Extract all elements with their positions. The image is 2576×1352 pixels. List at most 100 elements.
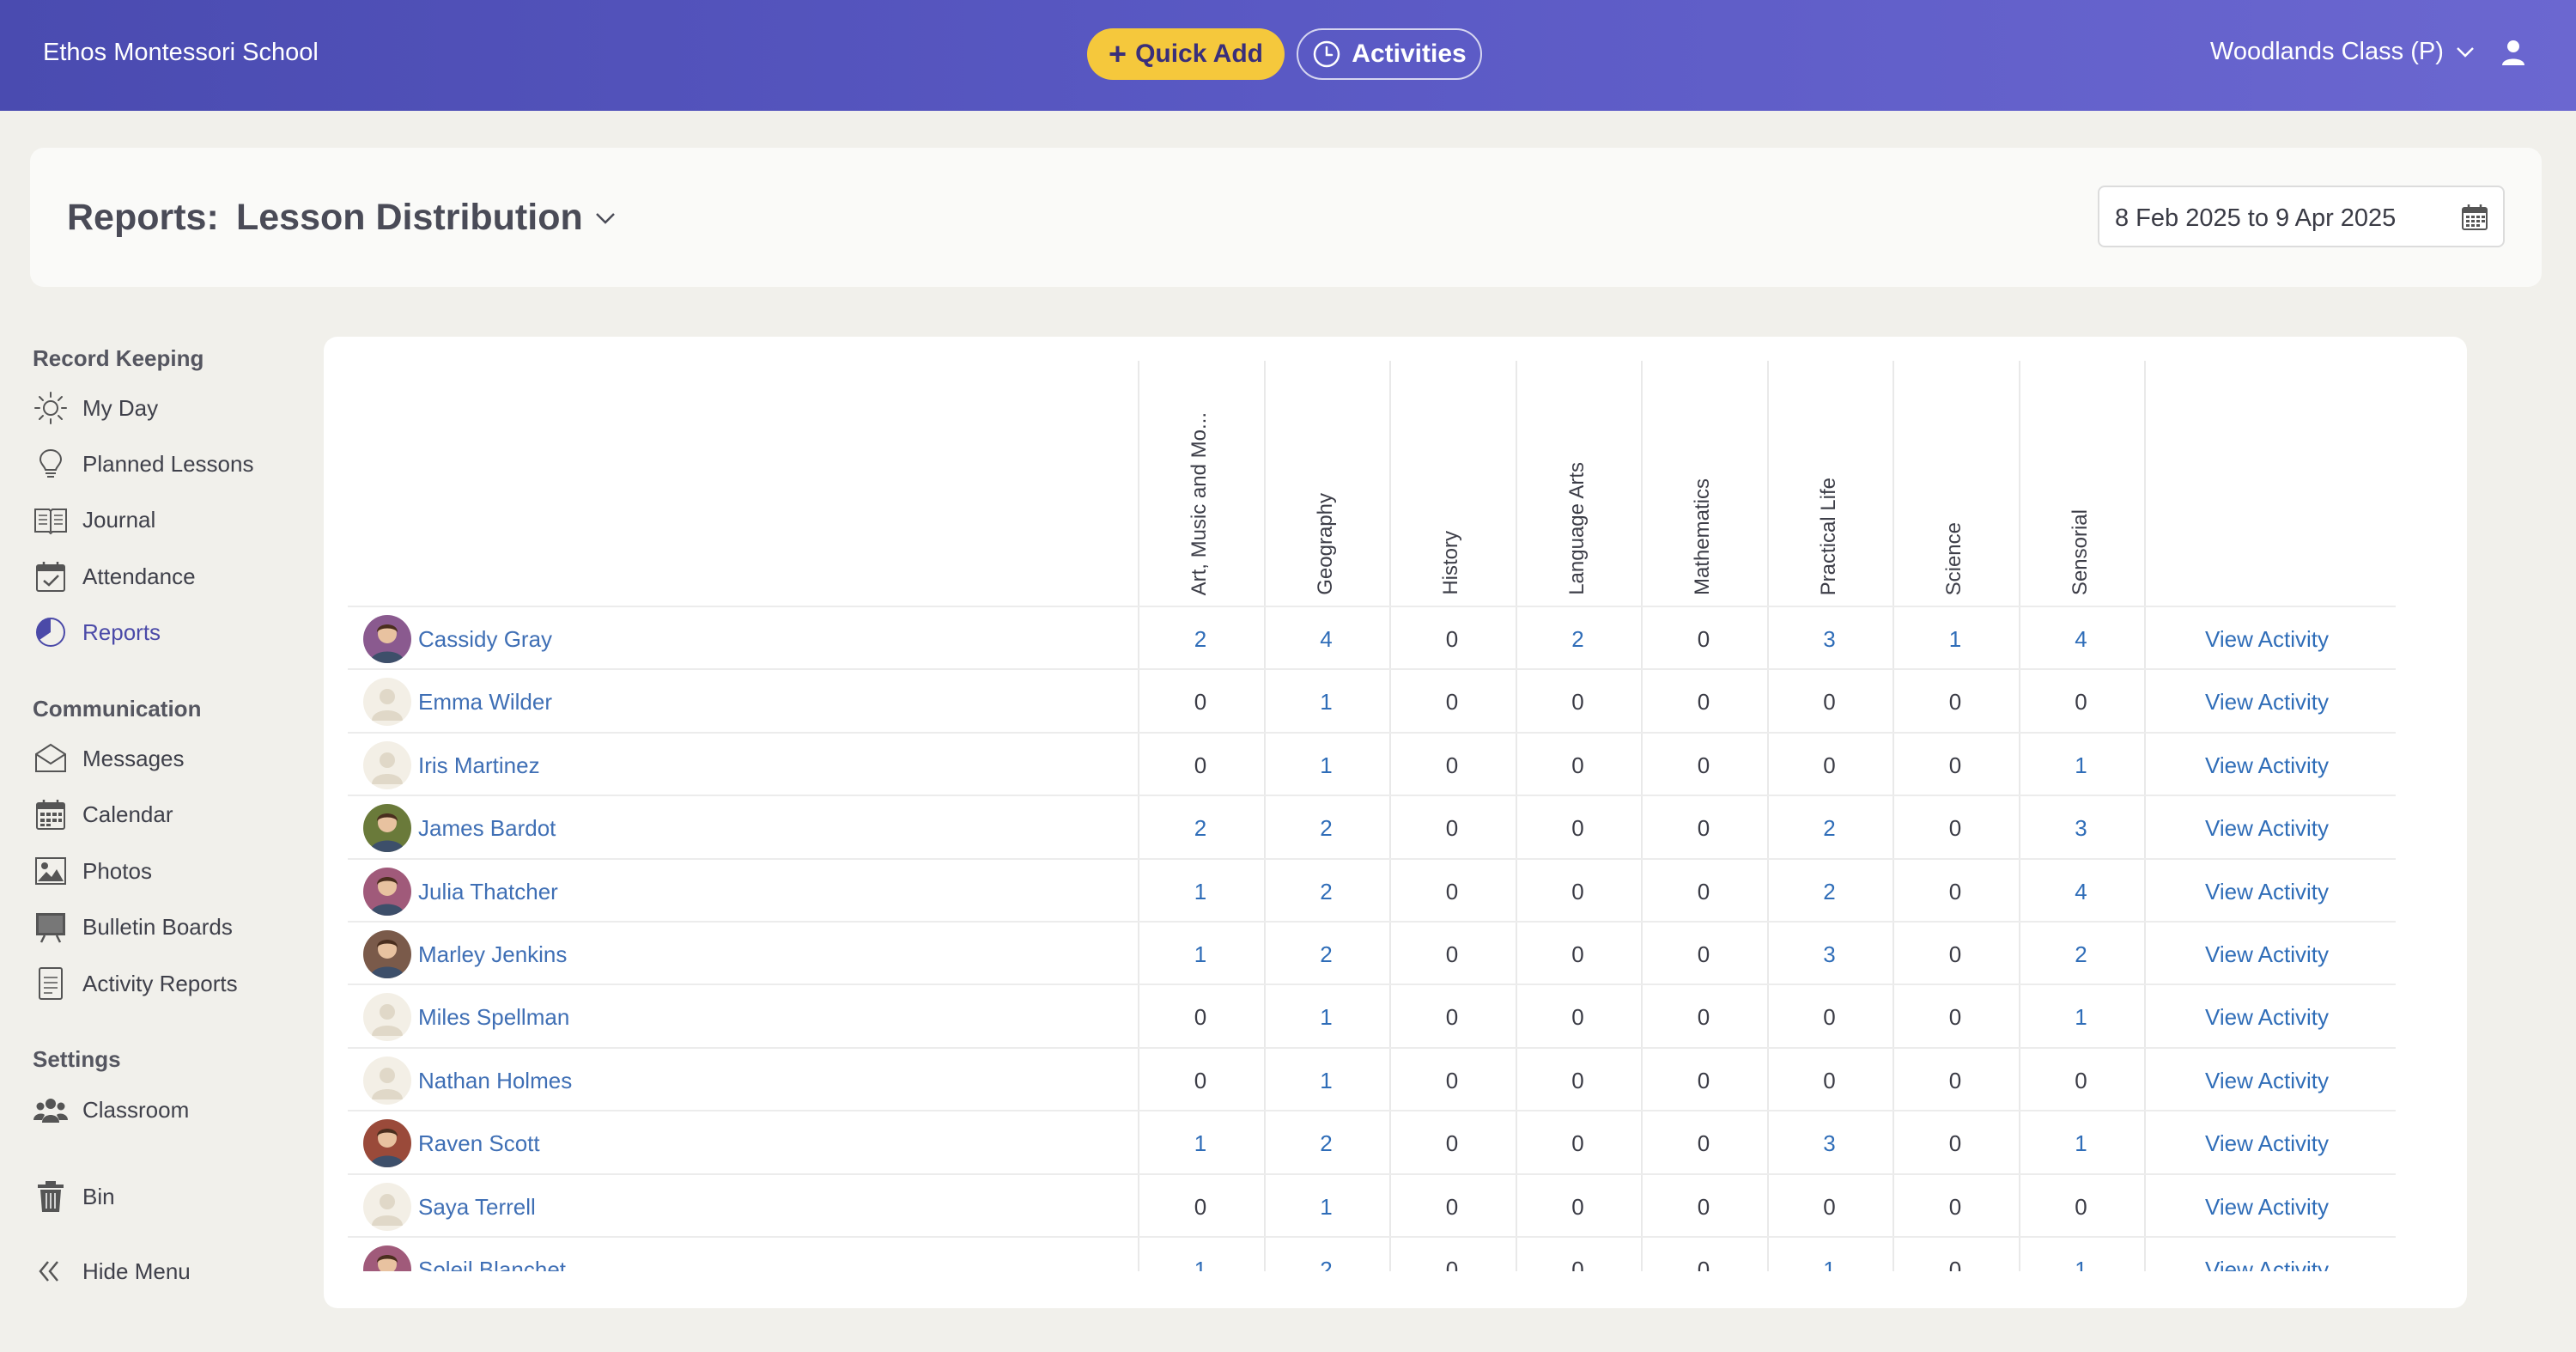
student-name-link[interactable]: Miles Spellman (418, 1004, 570, 1031)
sidebar-item-bulletin-boards[interactable]: Bulletin Boards (33, 905, 290, 948)
lesson-count-cell: 0 (2075, 1067, 2087, 1093)
lesson-count-cell[interactable]: 2 (1823, 878, 1836, 904)
student-name-link[interactable]: James Bardot (418, 815, 556, 842)
view-activity-link[interactable]: View Activity (2204, 689, 2329, 716)
report-type-selector[interactable]: Lesson Distribution (236, 197, 616, 239)
column-header: Sensorial (2019, 361, 2144, 606)
lesson-count-cell[interactable]: 2 (1320, 941, 1333, 967)
lesson-count-cell: 0 (1445, 1193, 1459, 1220)
view-activity-link[interactable]: View Activity (2204, 1004, 2329, 1031)
table-row: Raven Scott 1 2 0 0 0 3 0 1 View Activity (348, 1110, 2396, 1172)
lesson-count-cell[interactable]: 2 (2075, 941, 2087, 967)
lesson-count-cell[interactable]: 1 (2075, 1130, 2087, 1157)
sidebar-item-photos[interactable]: Photos (33, 850, 290, 892)
lesson-count-cell[interactable]: 2 (1320, 878, 1333, 904)
view-activity-link[interactable]: View Activity (2204, 1193, 2329, 1220)
class-selector[interactable]: Woodlands Class (P) (2210, 38, 2475, 66)
lesson-count-cell[interactable]: 3 (1823, 1130, 1836, 1157)
sidebar-item-label: Classroom (82, 1096, 190, 1123)
sidebar-item-attendance[interactable]: Attendance (33, 555, 290, 598)
lesson-count-cell[interactable]: 1 (2075, 1257, 2087, 1271)
lesson-count-cell[interactable]: 2 (1194, 815, 1207, 842)
lesson-count-cell[interactable]: 4 (2075, 626, 2087, 652)
column-divider (2018, 361, 2020, 1271)
lesson-count-cell[interactable]: 1 (1823, 1257, 1836, 1271)
avatar-placeholder-icon (363, 993, 411, 1042)
quick-add-button[interactable]: + Quick Add (1087, 28, 1285, 80)
student-name-link[interactable]: Julia Thatcher (418, 878, 558, 904)
view-activity-link[interactable]: View Activity (2204, 1130, 2329, 1157)
view-activity-link[interactable]: View Activity (2204, 752, 2329, 778)
hide-menu-button[interactable]: Hide Menu (33, 1250, 290, 1293)
sidebar-item-label: Activity Reports (82, 970, 238, 996)
lesson-count-cell[interactable]: 1 (1320, 689, 1333, 716)
view-activity-link[interactable]: View Activity (2204, 626, 2329, 652)
user-icon[interactable] (2499, 38, 2528, 67)
book-icon (34, 509, 67, 535)
view-activity-link[interactable]: View Activity (2204, 878, 2329, 904)
lesson-count-cell: 0 (1194, 689, 1207, 716)
student-name-link[interactable]: Iris Martinez (418, 752, 540, 778)
view-activity-link[interactable]: View Activity (2204, 1257, 2329, 1271)
calendar-icon[interactable] (2460, 203, 2489, 232)
sidebar-item-planned-lessons[interactable]: Planned Lessons (33, 442, 290, 485)
lesson-count-cell: 0 (1823, 689, 1836, 716)
chevron-down-icon (2456, 46, 2474, 58)
lesson-count-cell[interactable]: 2 (1823, 815, 1836, 842)
lesson-count-cell[interactable]: 3 (1823, 941, 1836, 967)
lesson-count-cell[interactable]: 2 (1194, 626, 1207, 652)
lesson-count-cell[interactable]: 1 (1320, 1067, 1333, 1093)
lesson-count-cell[interactable]: 1 (1194, 1130, 1207, 1157)
student-name-link[interactable]: Saya Terrell (418, 1193, 536, 1220)
lesson-count-cell: 0 (1823, 1067, 1836, 1093)
student-name-link[interactable]: Emma Wilder (418, 689, 553, 716)
lesson-count-cell[interactable]: 1 (1320, 752, 1333, 778)
date-range-field[interactable]: 8 Feb 2025 to 9 Apr 2025 (2098, 186, 2505, 247)
column-header-label: Mathematics (1691, 478, 1714, 595)
table-area[interactable]: Art, Music and Mo... Geography History Lang… (348, 361, 2396, 1271)
lesson-count-cell[interactable]: 4 (1320, 626, 1333, 652)
sidebar-item-reports[interactable]: Reports (33, 611, 290, 654)
sidebar-item-my-day[interactable]: My Day (33, 387, 290, 429)
lesson-count-cell[interactable]: 1 (1948, 626, 1962, 652)
sidebar-item-activity-reports[interactable]: Activity Reports (33, 962, 290, 1005)
sidebar-item-messages[interactable]: Messages (33, 737, 290, 780)
lesson-count-cell[interactable]: 2 (1320, 815, 1333, 842)
lesson-count-cell[interactable]: 3 (1823, 626, 1836, 652)
lesson-count-cell[interactable]: 1 (2075, 752, 2087, 778)
student-name-link[interactable]: Soleil Blanchet (418, 1257, 566, 1271)
quick-add-label: Quick Add (1135, 40, 1263, 68)
lesson-count-cell[interactable]: 2 (1320, 1257, 1333, 1271)
lesson-count-cell: 0 (1948, 941, 1962, 967)
student-photo (363, 804, 411, 853)
date-range-text: 8 Feb 2025 to 9 Apr 2025 (2115, 204, 2397, 232)
activities-button[interactable]: Activities (1297, 28, 1482, 80)
lesson-count-cell: 0 (1948, 1193, 1962, 1220)
lesson-count-cell[interactable]: 1 (1194, 941, 1207, 967)
sidebar-item-bin[interactable]: Bin (33, 1175, 290, 1218)
lesson-count-cell[interactable]: 1 (1194, 1257, 1207, 1271)
lesson-count-cell[interactable]: 1 (2075, 1004, 2087, 1031)
lesson-count-cell[interactable]: 4 (2075, 878, 2087, 904)
sidebar-item-calendar[interactable]: Calendar (33, 793, 290, 836)
lesson-count-cell[interactable]: 2 (1320, 1130, 1333, 1157)
school-name[interactable]: Ethos Montessori School (43, 39, 319, 66)
view-activity-link[interactable]: View Activity (2204, 941, 2329, 967)
lesson-count-cell[interactable]: 1 (1320, 1004, 1333, 1031)
table-row: Miles Spellman 0 1 0 0 0 0 0 1 View Activity (348, 984, 2396, 1046)
lesson-count-cell[interactable]: 1 (1194, 878, 1207, 904)
view-activity-link[interactable]: View Activity (2204, 815, 2329, 842)
lesson-count-cell: 0 (1445, 689, 1459, 716)
sidebar-item-journal[interactable]: Journal (33, 498, 290, 541)
student-name-link[interactable]: Raven Scott (418, 1130, 540, 1157)
student-name-link[interactable]: Marley Jenkins (418, 941, 568, 967)
lesson-count-cell[interactable]: 3 (2075, 815, 2087, 842)
lesson-count-cell[interactable]: 1 (1320, 1193, 1333, 1220)
lesson-count-cell[interactable]: 2 (1571, 626, 1584, 652)
sidebar-item-classroom[interactable]: Classroom (33, 1088, 290, 1131)
board-icon (36, 913, 65, 943)
student-name-link[interactable]: Nathan Holmes (418, 1067, 573, 1093)
student-name-link[interactable]: Cassidy Gray (418, 626, 553, 652)
view-activity-link[interactable]: View Activity (2204, 1067, 2329, 1093)
plus-icon: + (1109, 36, 1127, 71)
